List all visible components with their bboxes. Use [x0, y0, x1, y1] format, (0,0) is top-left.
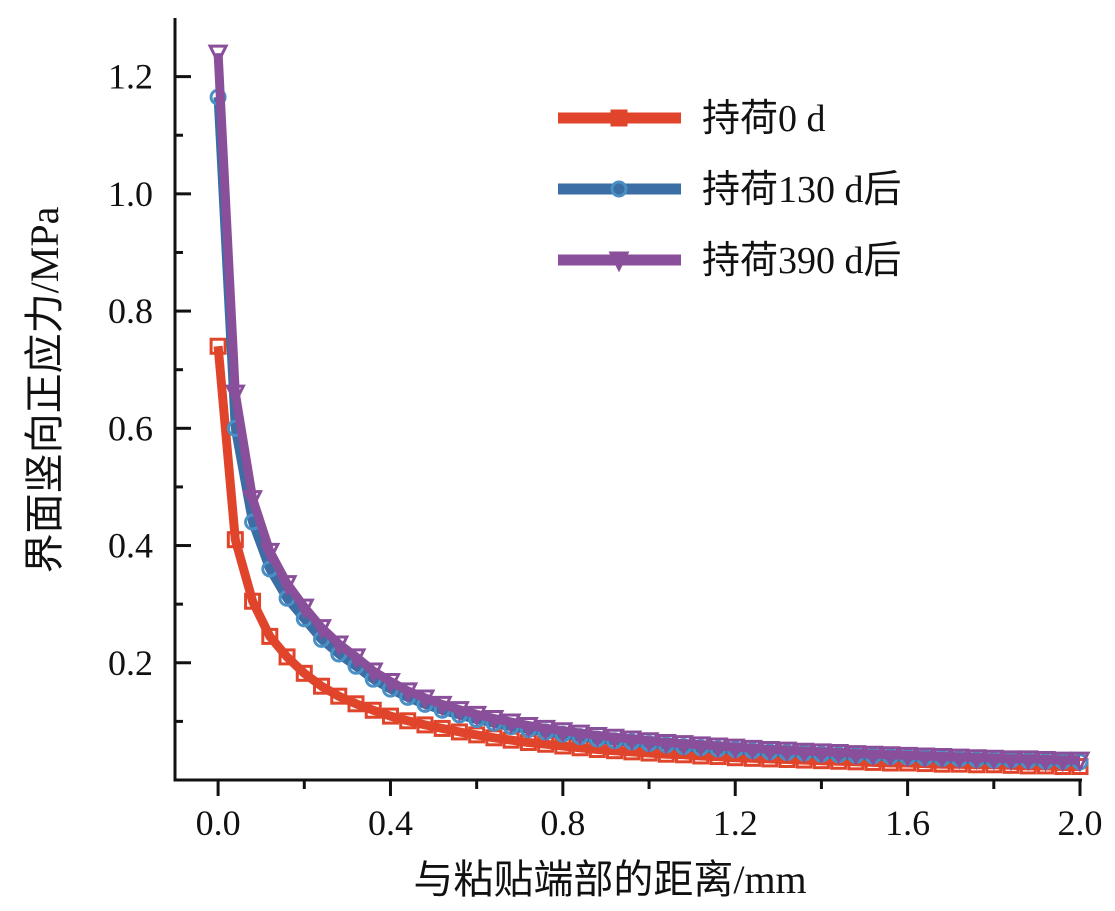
data-point [347, 695, 365, 713]
data-point [535, 719, 557, 741]
data-point [793, 742, 815, 764]
data-point [293, 598, 315, 620]
y-tick-label: 0.4 [108, 526, 153, 566]
ticks: 0.0 0.4 0.8 1.2 1.6 2.0 0.2 0.4 0.6 0.8 1.0 1.2 [108, 57, 1103, 843]
x-tick-label: 0.8 [540, 803, 585, 843]
legend-label: 持荷390 d后 [702, 240, 902, 282]
data-point [313, 677, 331, 695]
data-point [362, 662, 384, 684]
data-point [259, 542, 281, 564]
y-tick-label: 1.2 [108, 57, 153, 97]
data-point [552, 722, 574, 744]
data-point [655, 733, 677, 755]
data-point [431, 695, 453, 717]
data-point [1000, 750, 1022, 772]
axes [173, 18, 1082, 782]
data-point [897, 746, 919, 768]
y-axis-title: 界面竖向正应力/MPa [22, 206, 67, 573]
data-point [638, 732, 660, 754]
data-point [483, 709, 505, 731]
data-point [364, 701, 382, 719]
x-tick-label: 0.4 [368, 803, 413, 843]
legend-item: 持荷130 d后 [558, 169, 902, 211]
data-point [399, 712, 417, 730]
data-point [811, 743, 832, 765]
data-point [450, 723, 468, 741]
data-point [879, 746, 901, 768]
data-point [845, 745, 867, 766]
legend-label: 持荷0 d [702, 98, 826, 140]
data-point [742, 739, 763, 761]
data-point [244, 592, 262, 610]
data-point [449, 701, 470, 723]
data-point [278, 648, 296, 666]
data-point [414, 689, 436, 711]
x-tick-label: 1.2 [713, 803, 758, 843]
data-point [207, 44, 229, 66]
data-point [914, 747, 936, 769]
data-point [1069, 751, 1091, 773]
data-point [673, 735, 694, 757]
legend-label: 持荷130 d后 [702, 169, 902, 211]
data-point [328, 635, 350, 657]
legend-marker [610, 109, 628, 127]
data-point [569, 724, 591, 746]
x-tick-label: 2.0 [1058, 803, 1103, 843]
series-line [213, 96, 1081, 767]
data-point [724, 738, 746, 760]
legend-marker [608, 251, 630, 273]
x-tick-label: 0.0 [196, 803, 241, 843]
legend-item: 持荷0 d [558, 98, 826, 140]
series-line [213, 345, 1080, 771]
data-point [466, 705, 488, 727]
data-point [1017, 750, 1039, 772]
y-tick-label: 0.2 [108, 643, 153, 683]
data-point [862, 745, 884, 767]
y-tick-label: 0.8 [108, 291, 153, 331]
data-point [828, 743, 850, 765]
data-point [224, 384, 246, 406]
data-point [759, 741, 781, 762]
data-point [517, 716, 539, 738]
data-point [397, 682, 419, 704]
data-point [931, 748, 953, 769]
data-point [948, 748, 970, 770]
data-point [330, 687, 348, 705]
data-point [1052, 751, 1074, 773]
data-point [776, 741, 798, 763]
series-line [213, 52, 1080, 765]
y-tick-label: 0.6 [108, 408, 153, 448]
data-point [295, 664, 313, 682]
data-point [707, 737, 729, 759]
series-0 [209, 337, 1089, 776]
data-point [690, 736, 712, 758]
data-point [966, 749, 987, 771]
data-point [276, 575, 298, 596]
data-point [209, 337, 227, 355]
x-axis-title: 与粘贴端部的距离/mm [413, 857, 806, 902]
data-point [261, 627, 279, 645]
data-point [345, 648, 367, 670]
data-point [586, 726, 608, 748]
data-point [226, 531, 244, 549]
data-point [500, 713, 522, 735]
data-point [1035, 750, 1056, 772]
series-2 [207, 44, 1091, 773]
data-point [604, 728, 625, 750]
x-tick-label: 1.6 [885, 803, 930, 843]
data-point [242, 490, 263, 512]
data-point [311, 619, 332, 640]
data-point [416, 716, 434, 734]
data-point [983, 749, 1005, 771]
legend-marker [610, 180, 628, 198]
y-tick-label: 1.0 [108, 174, 153, 214]
data-point [381, 707, 399, 725]
data-point [380, 673, 401, 694]
series-group [207, 44, 1091, 776]
data-point [621, 730, 643, 752]
legend-item: 持荷390 d后 [558, 240, 902, 282]
data-point [433, 719, 451, 737]
